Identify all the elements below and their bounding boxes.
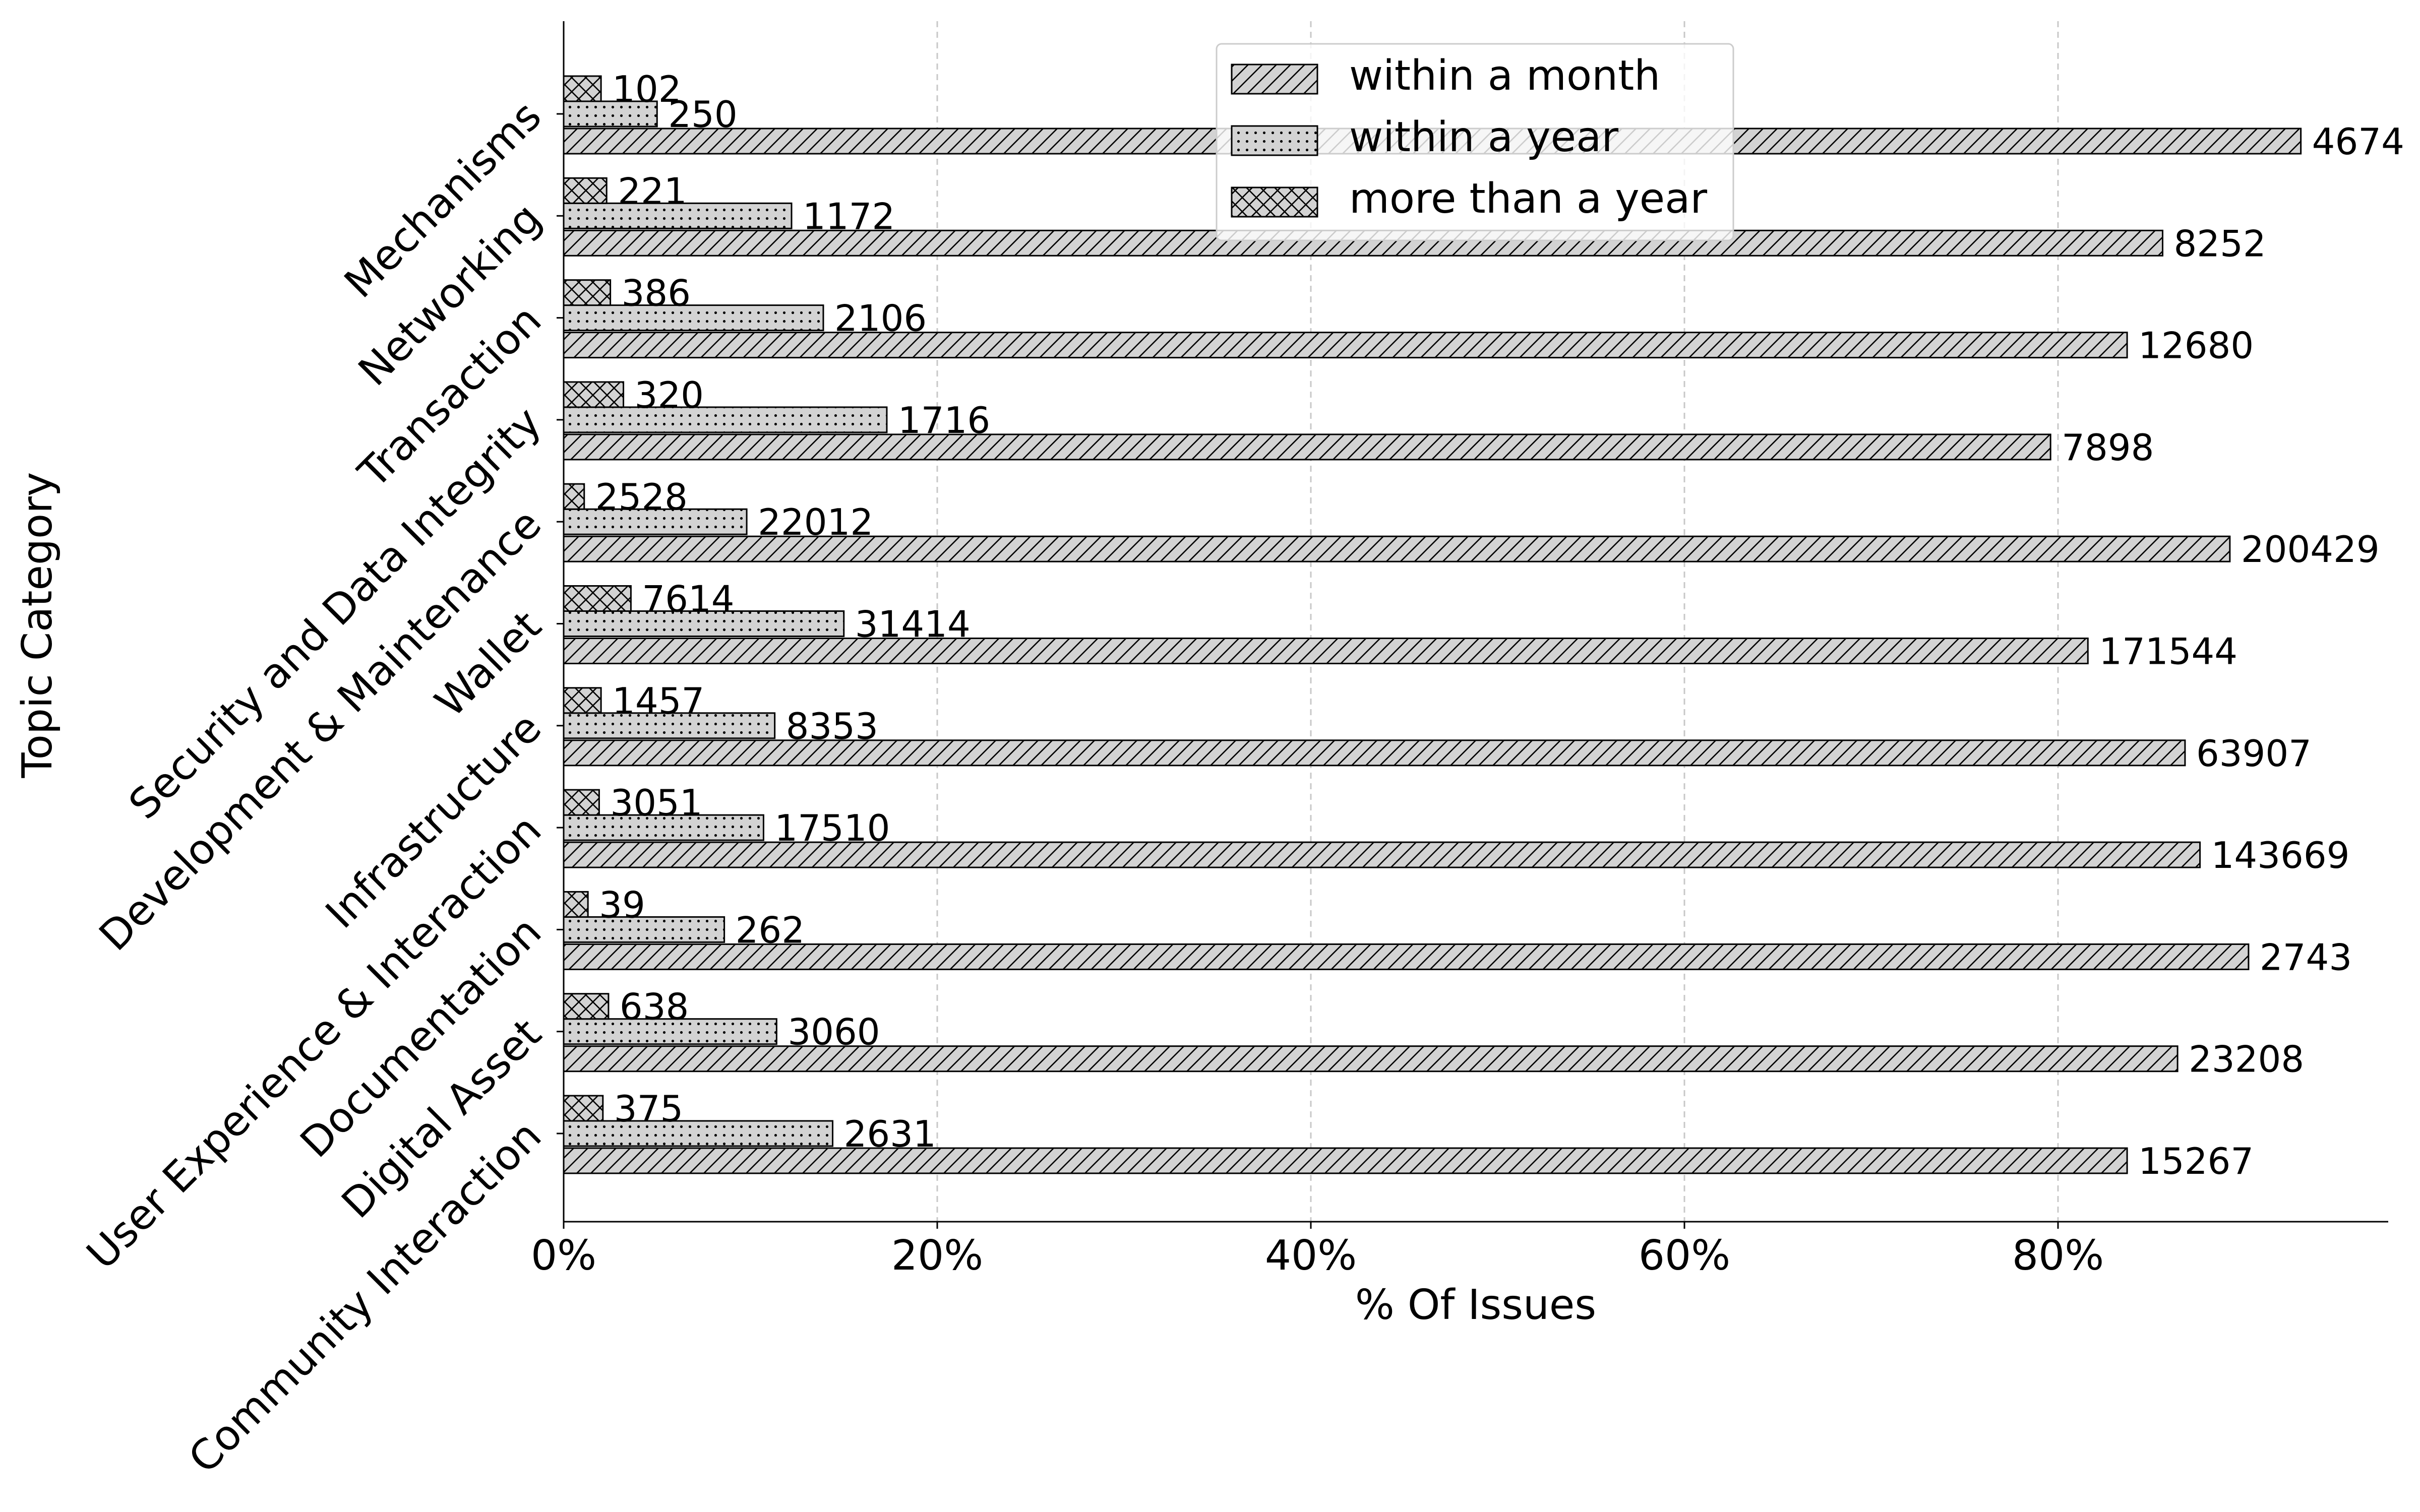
bar-value-label: 2528 <box>595 476 688 518</box>
bar <box>563 1018 777 1045</box>
bar-value-label: 638 <box>620 986 689 1028</box>
bar-value-label: 8353 <box>786 705 878 747</box>
bar-value-label: 375 <box>614 1088 683 1130</box>
bar <box>563 712 776 739</box>
bar-value-label: 31414 <box>855 603 971 646</box>
legend-label: more than a year <box>1349 175 1707 223</box>
bar-value-label: 1172 <box>803 195 895 237</box>
legend-swatch <box>1231 125 1318 156</box>
x-tick-label: 0% <box>531 1232 596 1280</box>
bar-value-label: 15267 <box>2138 1140 2254 1182</box>
y-axis-title: Topic Category <box>14 472 62 779</box>
legend-label: within a month <box>1349 52 1660 100</box>
bar-value-label: 2106 <box>834 297 927 340</box>
bar-value-label: 2631 <box>844 1113 936 1155</box>
bar-value-label: 262 <box>736 909 805 951</box>
bar <box>563 1147 2128 1174</box>
bar-value-label: 1457 <box>612 680 704 722</box>
axes <box>563 21 2388 1223</box>
bar <box>563 739 2186 767</box>
bar <box>563 814 764 841</box>
bar-value-label: 3060 <box>788 1011 880 1053</box>
bar-value-label: 221 <box>618 170 687 212</box>
bar-value-label: 12680 <box>2138 325 2254 367</box>
legend-swatch <box>1231 64 1318 95</box>
bar-value-label: 7614 <box>642 578 734 620</box>
bar-value-label: 17510 <box>774 807 890 849</box>
bar <box>563 279 612 306</box>
bar <box>563 304 824 332</box>
bar-value-label: 1716 <box>898 399 990 442</box>
bar <box>563 100 658 128</box>
bar-value-label: 63907 <box>2196 732 2312 775</box>
bar-value-label: 143669 <box>2211 834 2350 876</box>
bars-group <box>563 75 2302 1174</box>
bar-value-label: 2743 <box>2260 936 2352 978</box>
bar <box>563 483 585 510</box>
legend-label: within a year <box>1349 113 1618 161</box>
bar <box>563 585 632 612</box>
bar-value-label: 250 <box>668 93 737 136</box>
y-ticks-group: MechanismsNetworkingTransactionSecurity … <box>78 92 564 1483</box>
bar <box>563 535 2231 562</box>
bar-value-label: 171544 <box>2099 631 2237 673</box>
x-tick-label: 20% <box>891 1232 983 1280</box>
bar-value-label: 386 <box>622 272 691 314</box>
bar-value-label: 7898 <box>2062 426 2154 469</box>
legend-frame <box>1216 43 1734 241</box>
bar <box>563 381 625 408</box>
bar <box>563 332 2128 359</box>
bar-value-label: 102 <box>612 68 681 110</box>
bar <box>563 1095 604 1122</box>
bar <box>563 177 608 204</box>
bar <box>563 916 725 943</box>
x-axis-title: % Of Issues <box>1355 1281 1596 1329</box>
bar <box>563 1120 834 1147</box>
x-tick-label: 80% <box>2012 1232 2104 1280</box>
bar-value-label: 8252 <box>2173 222 2266 265</box>
legend-swatch <box>1231 186 1318 218</box>
x-tick-label: 40% <box>1265 1232 1357 1280</box>
x-ticks-group: 0% 20% 40% 60% 80% <box>531 1222 2104 1280</box>
legend: within a month within a year more than a y… <box>1216 43 1734 241</box>
bar-value-label: 200429 <box>2241 528 2380 571</box>
bar-value-label: 23208 <box>2189 1038 2304 1081</box>
grid-lines <box>936 21 2059 1222</box>
bar <box>563 1045 2179 1073</box>
bar <box>563 943 2250 970</box>
bar <box>563 406 888 433</box>
bar <box>563 433 2051 461</box>
bar <box>563 993 610 1020</box>
bar-value-label: 4674 <box>2312 120 2404 163</box>
bar-value-label: 320 <box>635 374 704 416</box>
bar <box>563 891 589 918</box>
bar <box>563 789 600 816</box>
x-tick-label: 60% <box>1639 1232 1730 1280</box>
bar-value-label: 22012 <box>758 501 873 543</box>
bar <box>563 75 602 102</box>
bar <box>563 638 2089 664</box>
bar-value-label: 39 <box>599 884 645 926</box>
bar <box>563 610 845 637</box>
bar <box>563 687 602 714</box>
bar-value-label: 3051 <box>610 782 702 824</box>
bar <box>563 508 748 535</box>
